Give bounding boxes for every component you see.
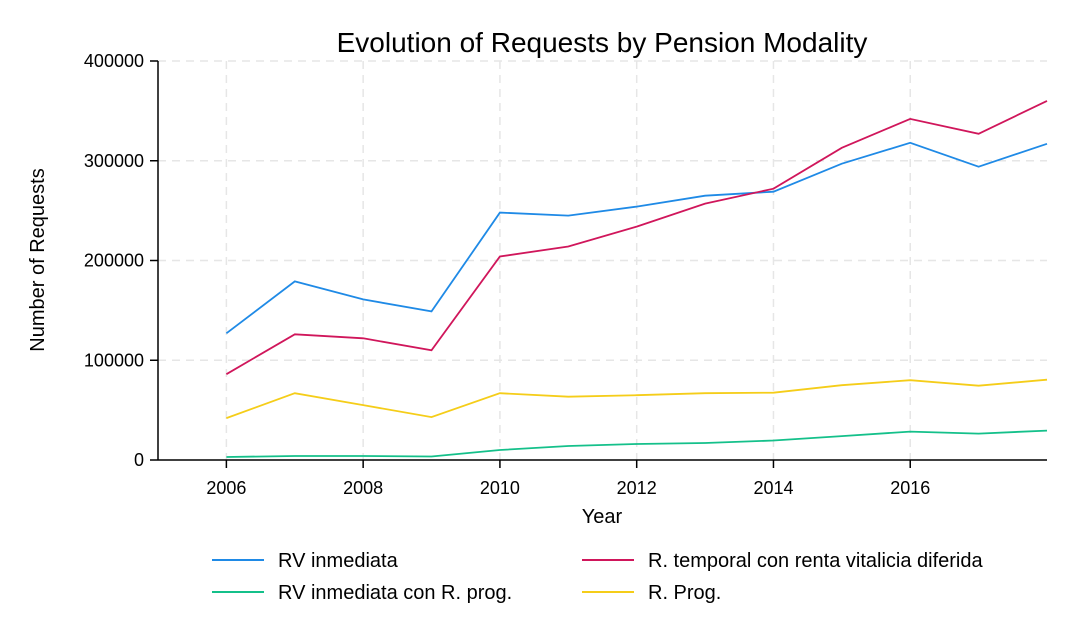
x-tick-label: 2006 xyxy=(206,478,246,498)
grid-lines xyxy=(158,60,1047,460)
y-tick-label: 0 xyxy=(134,450,144,470)
x-tick-label: 2008 xyxy=(343,478,383,498)
series-line-0 xyxy=(225,141,1048,335)
y-tick-label: 300000 xyxy=(84,151,144,171)
y-tick-label: 400000 xyxy=(84,51,144,71)
legend: RV inmediata R. temporal con renta vitali… xyxy=(212,550,983,604)
y-tick-label: 100000 xyxy=(84,350,144,370)
x-axis-label: Year xyxy=(582,506,623,528)
series-line-2 xyxy=(226,429,1048,458)
legend-label: RV inmediata con R. prog. xyxy=(278,582,512,604)
chart-title: Evolution of Requests by Pension Modalit… xyxy=(337,27,868,58)
legend-item: RV inmediata xyxy=(212,550,399,572)
x-tick-label: 2016 xyxy=(890,478,930,498)
legend-label: RV inmediata xyxy=(278,550,399,572)
x-tick-label: 2010 xyxy=(480,478,520,498)
series-lines xyxy=(225,100,1048,458)
legend-item: R. Prog. xyxy=(582,582,721,604)
x-tick-label: 2014 xyxy=(753,478,793,498)
legend-item: R. temporal con renta vitalicia diferida xyxy=(582,550,983,572)
x-tick-label: 2012 xyxy=(617,478,657,498)
legend-label: R. Prog. xyxy=(648,582,721,604)
y-axis-label: Number of Requests xyxy=(27,168,49,351)
legend-item: RV inmediata con R. prog. xyxy=(212,582,512,604)
series-line-1 xyxy=(225,100,1048,375)
y-tick-label: 200000 xyxy=(84,251,144,271)
series-line-3 xyxy=(226,378,1048,419)
legend-label: R. temporal con renta vitalicia diferida xyxy=(648,550,983,572)
axes: 0 100000 200000 300000 400000 2006 2008 2010 201… xyxy=(84,51,1047,498)
